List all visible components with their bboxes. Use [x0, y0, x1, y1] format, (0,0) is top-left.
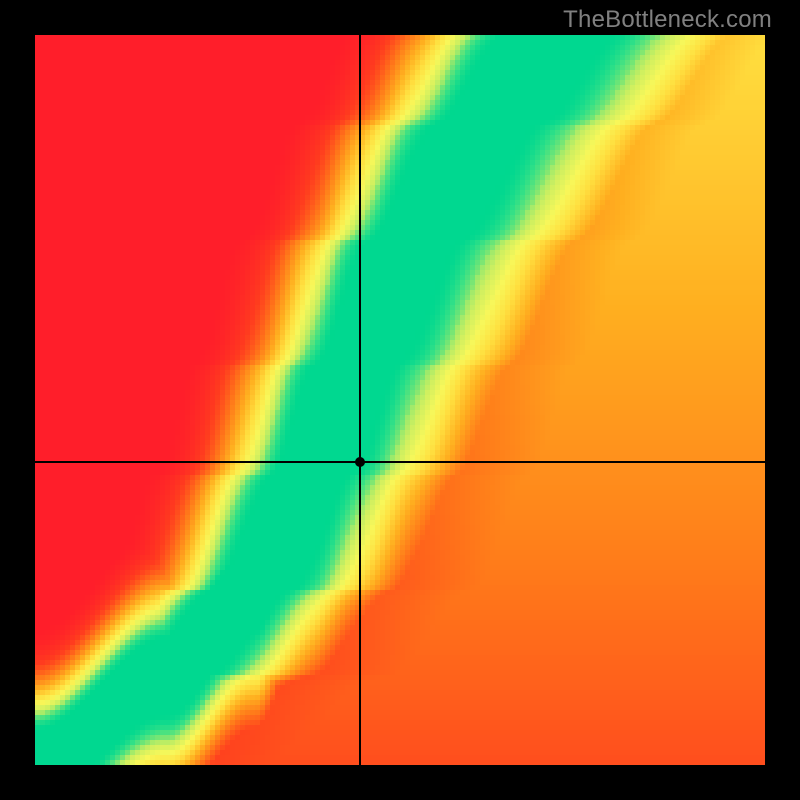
- crosshair-horizontal: [35, 461, 765, 463]
- watermark-text: TheBottleneck.com: [563, 6, 772, 34]
- crosshair-marker: [355, 457, 365, 467]
- crosshair-vertical: [359, 35, 361, 765]
- heatmap-canvas: [35, 35, 765, 765]
- chart-container: TheBottleneck.com: [0, 0, 800, 800]
